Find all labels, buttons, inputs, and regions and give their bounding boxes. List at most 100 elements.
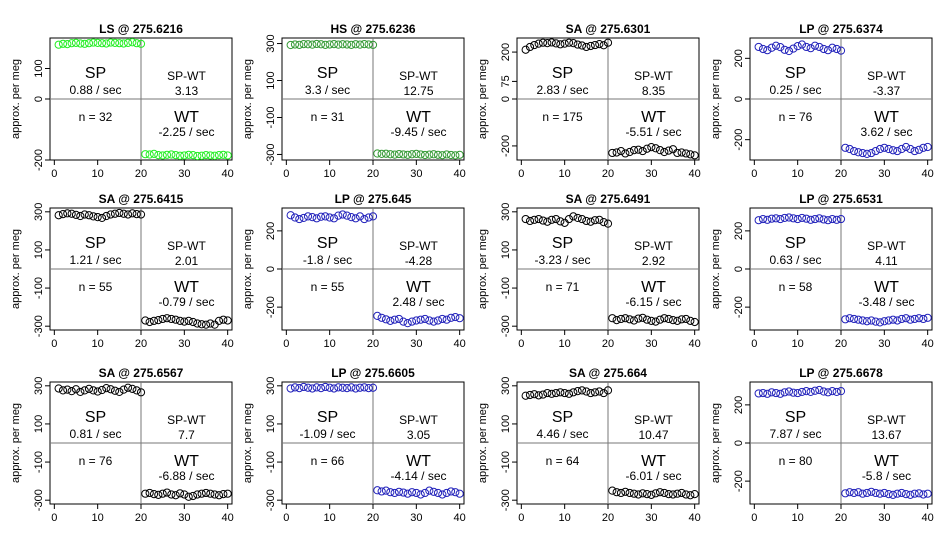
wt-point: [871, 317, 880, 326]
wt-point: [677, 148, 686, 157]
wt-label: WT: [406, 279, 431, 296]
sp-point: [58, 39, 68, 48]
y-tick-label: 300: [500, 377, 512, 395]
wt-point: [660, 314, 669, 323]
sp-point: [810, 214, 820, 224]
sp-point: [325, 40, 334, 49]
wt-point: [201, 488, 211, 498]
wt-rate: -9.45 / sec: [390, 125, 446, 139]
sp-point: [325, 213, 334, 222]
wt-point: [677, 315, 686, 324]
y-axis-label: approx. per meg: [10, 229, 22, 309]
sp-point: [316, 40, 326, 49]
sp-point: [115, 387, 124, 397]
wt-point: [214, 316, 224, 325]
sp-point: [828, 387, 837, 396]
wt-point: [438, 490, 447, 499]
wt-point: [433, 316, 443, 325]
wt-point: [390, 488, 399, 498]
sp-rate: 4.46 / sec: [536, 427, 588, 441]
wt-point: [403, 150, 412, 159]
wt-label: WT: [874, 279, 899, 296]
sp-point: [573, 40, 582, 49]
wt-point: [141, 316, 150, 325]
wt-point: [377, 313, 386, 322]
sp-point: [316, 212, 326, 221]
y-tick-label: -200: [500, 135, 512, 157]
x-tick-label: 20: [135, 512, 147, 524]
sp-point: [836, 387, 846, 396]
spwt-value: 2.92: [642, 254, 666, 268]
panel-1: LS @ 275.6216 -200 0 100 approx. per meg 0 10 2…: [10, 22, 234, 180]
x-tick-label: 40: [222, 338, 234, 350]
wt-point: [438, 151, 447, 160]
wt-point: [910, 489, 919, 498]
wt-point: [906, 315, 915, 324]
wt-point: [888, 146, 898, 155]
wt-point: [677, 488, 686, 498]
y-axis-label: approx. per meg: [477, 229, 489, 309]
wt-point: [923, 313, 932, 322]
sp-point: [776, 214, 785, 224]
x-tick-label: 40: [922, 338, 934, 350]
x-tick-label: 20: [135, 338, 147, 350]
spwt-value: 2.01: [175, 254, 199, 268]
x-tick-label: 10: [792, 168, 804, 180]
wt-point: [206, 151, 215, 160]
y-axis-label: approx. per meg: [242, 229, 254, 309]
spwt-label: SP-WT: [167, 239, 206, 253]
wt-point: [390, 150, 399, 159]
sp-point: [815, 42, 824, 52]
sp-point: [329, 384, 339, 393]
panel-title: SA @ 275.6491: [566, 192, 651, 206]
wt-point: [219, 150, 228, 159]
wt-point: [175, 151, 185, 160]
panel-6: LP @ 275.645 -200 0 200 approx. per meg 0 10 20…: [242, 192, 466, 350]
wt-point: [154, 151, 163, 160]
sp-point: [569, 212, 578, 221]
spwt-value: 12.75: [403, 84, 433, 98]
x-tick-label: 40: [454, 338, 466, 350]
panel-title: SA @ 275.6415: [99, 192, 184, 206]
wt-point: [608, 486, 617, 495]
wt-point: [875, 489, 885, 498]
sp-point: [325, 383, 334, 392]
wt-point: [919, 143, 928, 152]
wt-point: [175, 316, 185, 325]
sp-point: [819, 387, 828, 396]
wt-point: [425, 316, 434, 325]
wt-point: [642, 144, 652, 153]
sp-point: [802, 387, 811, 396]
wt-point: [634, 314, 643, 323]
wt-point: [399, 317, 408, 326]
x-tick-label: 0: [51, 338, 57, 350]
n-label: n = 55: [79, 280, 113, 294]
sp-point: [299, 213, 308, 223]
sp-point: [115, 208, 124, 218]
x-tick-label: 10: [92, 512, 104, 524]
sp-point: [102, 384, 111, 393]
wt-point: [429, 317, 438, 326]
y-axis-label: approx. per meg: [710, 59, 722, 139]
y-tick-label: 0: [733, 96, 745, 102]
wt-point: [906, 490, 915, 499]
wt-point: [901, 314, 911, 323]
wt-point: [206, 489, 215, 498]
y-tick-label: 0: [733, 266, 745, 272]
panel-title: LP @ 275.6531: [799, 192, 883, 206]
wt-point: [616, 314, 626, 324]
wt-point: [201, 151, 211, 160]
sp-point: [763, 46, 772, 55]
sp-rate: -1.09 / sec: [299, 427, 355, 441]
wt-point: [412, 149, 421, 158]
y-tick-label: 100: [33, 415, 45, 433]
spwt-label: SP-WT: [867, 413, 906, 427]
wt-point: [180, 490, 189, 499]
wt-point: [420, 314, 430, 324]
sp-point: [797, 387, 807, 397]
y-tick-label: -300: [265, 143, 277, 165]
sp-point: [590, 388, 600, 397]
sp-point: [119, 39, 128, 48]
sp-point: [793, 388, 802, 398]
sp-point: [784, 46, 794, 56]
